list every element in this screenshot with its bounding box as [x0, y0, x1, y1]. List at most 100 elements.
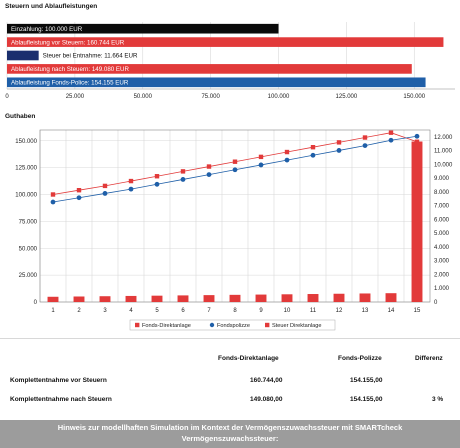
y-tick-label: 100.000: [15, 193, 37, 199]
series-point: [154, 181, 160, 187]
tax-bar: [73, 296, 85, 302]
tax-bar: [47, 296, 59, 302]
y-tick-label: 0: [34, 300, 38, 306]
series-point: [102, 183, 108, 189]
series-point: [284, 149, 290, 155]
series-point: [362, 143, 368, 148]
summary-row-polizze: 154.155,00: [350, 396, 383, 403]
y2-tick-label: 8.000: [434, 190, 450, 196]
bar: [7, 37, 444, 47]
bar-label: Ablaufleistung vor Steuern: 160.744 EUR: [11, 39, 125, 46]
y2-tick-label: 1.000: [434, 286, 450, 292]
legend-swatch: [135, 322, 140, 328]
series-point: [388, 130, 394, 135]
series-point: [388, 137, 394, 143]
line-chart-title: Guthaben: [5, 113, 36, 120]
x-tick-label: 125.000: [336, 94, 358, 100]
tax-bar: [307, 294, 319, 302]
x-tick-label: 75.000: [201, 94, 220, 100]
x-tick-label: 12: [336, 308, 343, 314]
bar-chart-title: Steuern und Ablaufleistungen: [5, 3, 98, 10]
bar: [7, 23, 279, 34]
series-point: [50, 192, 56, 197]
summary-header-polizze: Fonds-Polizze: [338, 355, 382, 362]
series-point: [232, 167, 238, 173]
bar-label: Ablaufleistung nach Steuern: 149.080 EUR: [11, 66, 130, 73]
x-tick-label: 10: [284, 308, 291, 314]
legend-swatch: [209, 322, 215, 328]
x-tick-label: 14: [388, 308, 395, 314]
x-tick-label: 13: [362, 308, 369, 314]
tax-bar: [255, 294, 267, 302]
x-tick-label: 4: [129, 308, 133, 314]
summary-header-direkt: Fonds-Direktanlage: [218, 355, 279, 362]
x-tick-label: 150.000: [403, 94, 425, 100]
y-tick-label: 50.000: [19, 246, 38, 252]
legend-label: Steuer Direktanlage: [272, 323, 321, 329]
bar: [7, 64, 412, 74]
y2-tick-label: 11.000: [434, 149, 453, 155]
bar-chart: 0 25.000 50.000 75.000 100.000 125.000 150.000…: [5, 22, 455, 100]
summary-row-label: Komplettentnahme nach Steuern: [10, 396, 112, 403]
series-point: [76, 188, 82, 193]
bar-label: Einzahlung: 100.000 EUR: [11, 26, 83, 33]
legend-label: Fondspolizze: [217, 323, 250, 329]
series-point: [50, 199, 56, 205]
y-tick-label: 25.000: [19, 273, 38, 279]
series-point: [258, 154, 264, 160]
tax-bar: [333, 293, 345, 302]
series-point: [180, 177, 186, 182]
legend-label: Fonds-Direktanlage: [142, 323, 191, 329]
y2-tick-label: 4.000: [434, 245, 450, 251]
tax-bar: [125, 295, 137, 302]
tax-bar: [359, 293, 371, 302]
summary-row-diff: 3 %: [432, 396, 444, 403]
series-point: [232, 159, 238, 164]
series-point: [206, 164, 212, 169]
tax-bar: [151, 295, 163, 302]
series-point: [102, 191, 108, 196]
tax-bar: [99, 296, 111, 302]
series-point: [310, 145, 316, 150]
x-tick-label: 15: [414, 308, 421, 314]
bar-label: Steuer bei Entnahme: 11.664 EUR: [43, 53, 138, 60]
y2-tick-label: 7.000: [434, 204, 450, 210]
tax-bar: [229, 294, 241, 302]
y-tick-label: 125.000: [15, 166, 37, 172]
bar: [7, 77, 426, 88]
x-tick-label: 3: [103, 308, 107, 314]
legend-box: [129, 319, 336, 331]
y2-tick-label: 2.000: [434, 272, 450, 278]
tax-bar: [177, 295, 189, 302]
x-tick-label: 100.000: [268, 94, 290, 100]
series-point: [414, 133, 420, 139]
series-point: [284, 157, 290, 163]
bar-label: Ablaufleistung Fonds-Police: 154.155 EUR: [11, 80, 129, 87]
series-point: [258, 162, 264, 168]
summary-table: Fonds-Direktanlage Fonds-Polizze Differe…: [0, 338, 460, 425]
series-point: [154, 174, 160, 179]
series-point: [336, 148, 342, 153]
legend-swatch: [265, 322, 270, 328]
series-point: [76, 195, 82, 201]
notice-line-2: Vermögenszuwachssteuer:: [181, 434, 279, 443]
y2-tick-label: 6.000: [434, 217, 450, 223]
bar: [7, 50, 39, 61]
x-tick-label: 25.000: [66, 94, 85, 100]
legend: Fonds-Direktanlage Fondspolizze Steuer Dir…: [129, 319, 336, 331]
y2-tick-label: 5.000: [434, 231, 450, 237]
tax-bar: [385, 293, 397, 302]
x-tick-label: 7: [207, 308, 211, 314]
series-point: [128, 178, 134, 184]
summary-row-label: Komplettentnahme vor Steuern: [10, 377, 107, 384]
x-tick-label: 9: [259, 308, 263, 314]
y-tick-label: 150.000: [15, 139, 37, 145]
summary-header-diff: Differenz: [415, 355, 443, 362]
y2-tick-label: 0: [434, 300, 438, 306]
y2-tick-label: 10.000: [434, 162, 453, 168]
series-point: [362, 135, 368, 140]
x-tick-label: 11: [310, 308, 317, 314]
series-point: [206, 172, 212, 178]
series-point: [128, 186, 134, 192]
line-chart: 0 25.000 50.000 7 5.000 100.000 125.000 150.000…: [15, 129, 453, 331]
